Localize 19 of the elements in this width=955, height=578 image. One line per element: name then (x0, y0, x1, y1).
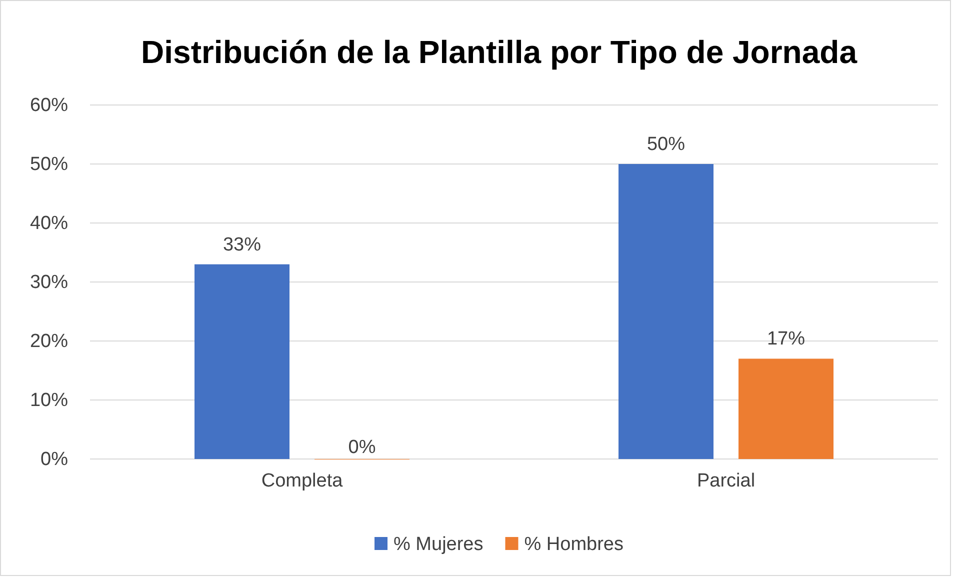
data-label: 0% (348, 437, 376, 458)
legend-label: % Hombres (524, 534, 624, 555)
x-tick-label: Parcial (696, 470, 756, 492)
data-label: 17% (766, 328, 806, 350)
y-tick-label: 60% (30, 95, 68, 116)
y-tick-label: 30% (30, 272, 68, 294)
x-tick-label: Completa (261, 470, 344, 492)
data-label: 33% (222, 234, 262, 256)
bar (194, 264, 290, 459)
chart-title: Distribución de la Plantilla por Tipo de Jornada (141, 34, 858, 70)
legend-label: % Mujeres (394, 534, 484, 555)
data-label: 50% (646, 134, 686, 155)
y-tick-label: 50% (30, 154, 68, 176)
y-tick-label: 20% (30, 331, 68, 352)
y-tick-label: 40% (30, 213, 68, 234)
bar (618, 164, 714, 459)
y-tick-label: 0% (40, 449, 68, 470)
y-tick-label: 10% (30, 390, 68, 412)
bar (738, 358, 834, 459)
